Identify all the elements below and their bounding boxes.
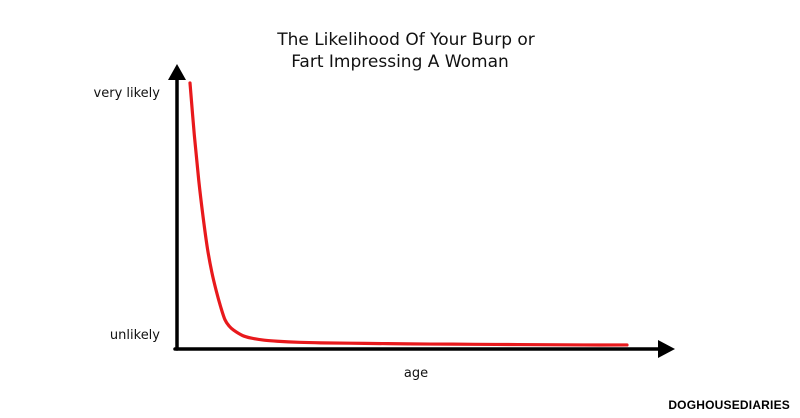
- y-axis-arrowhead: [168, 64, 186, 80]
- chart-title-line-2: Fart Impressing A Woman: [291, 52, 509, 72]
- series-line-0: [188, 81, 629, 347]
- x-axis-label: age: [404, 366, 428, 381]
- x-axis-arrowhead: [658, 340, 675, 358]
- chart-title-line-1: The Likelihood Of Your Burp or: [276, 30, 535, 50]
- series-group: [188, 81, 629, 347]
- y-tick-label-unlikely: unlikely: [110, 328, 160, 343]
- y-tick-label-very-likely: very likely: [94, 86, 161, 101]
- credit-watermark: DOGHOUSEDIARIES: [668, 398, 790, 412]
